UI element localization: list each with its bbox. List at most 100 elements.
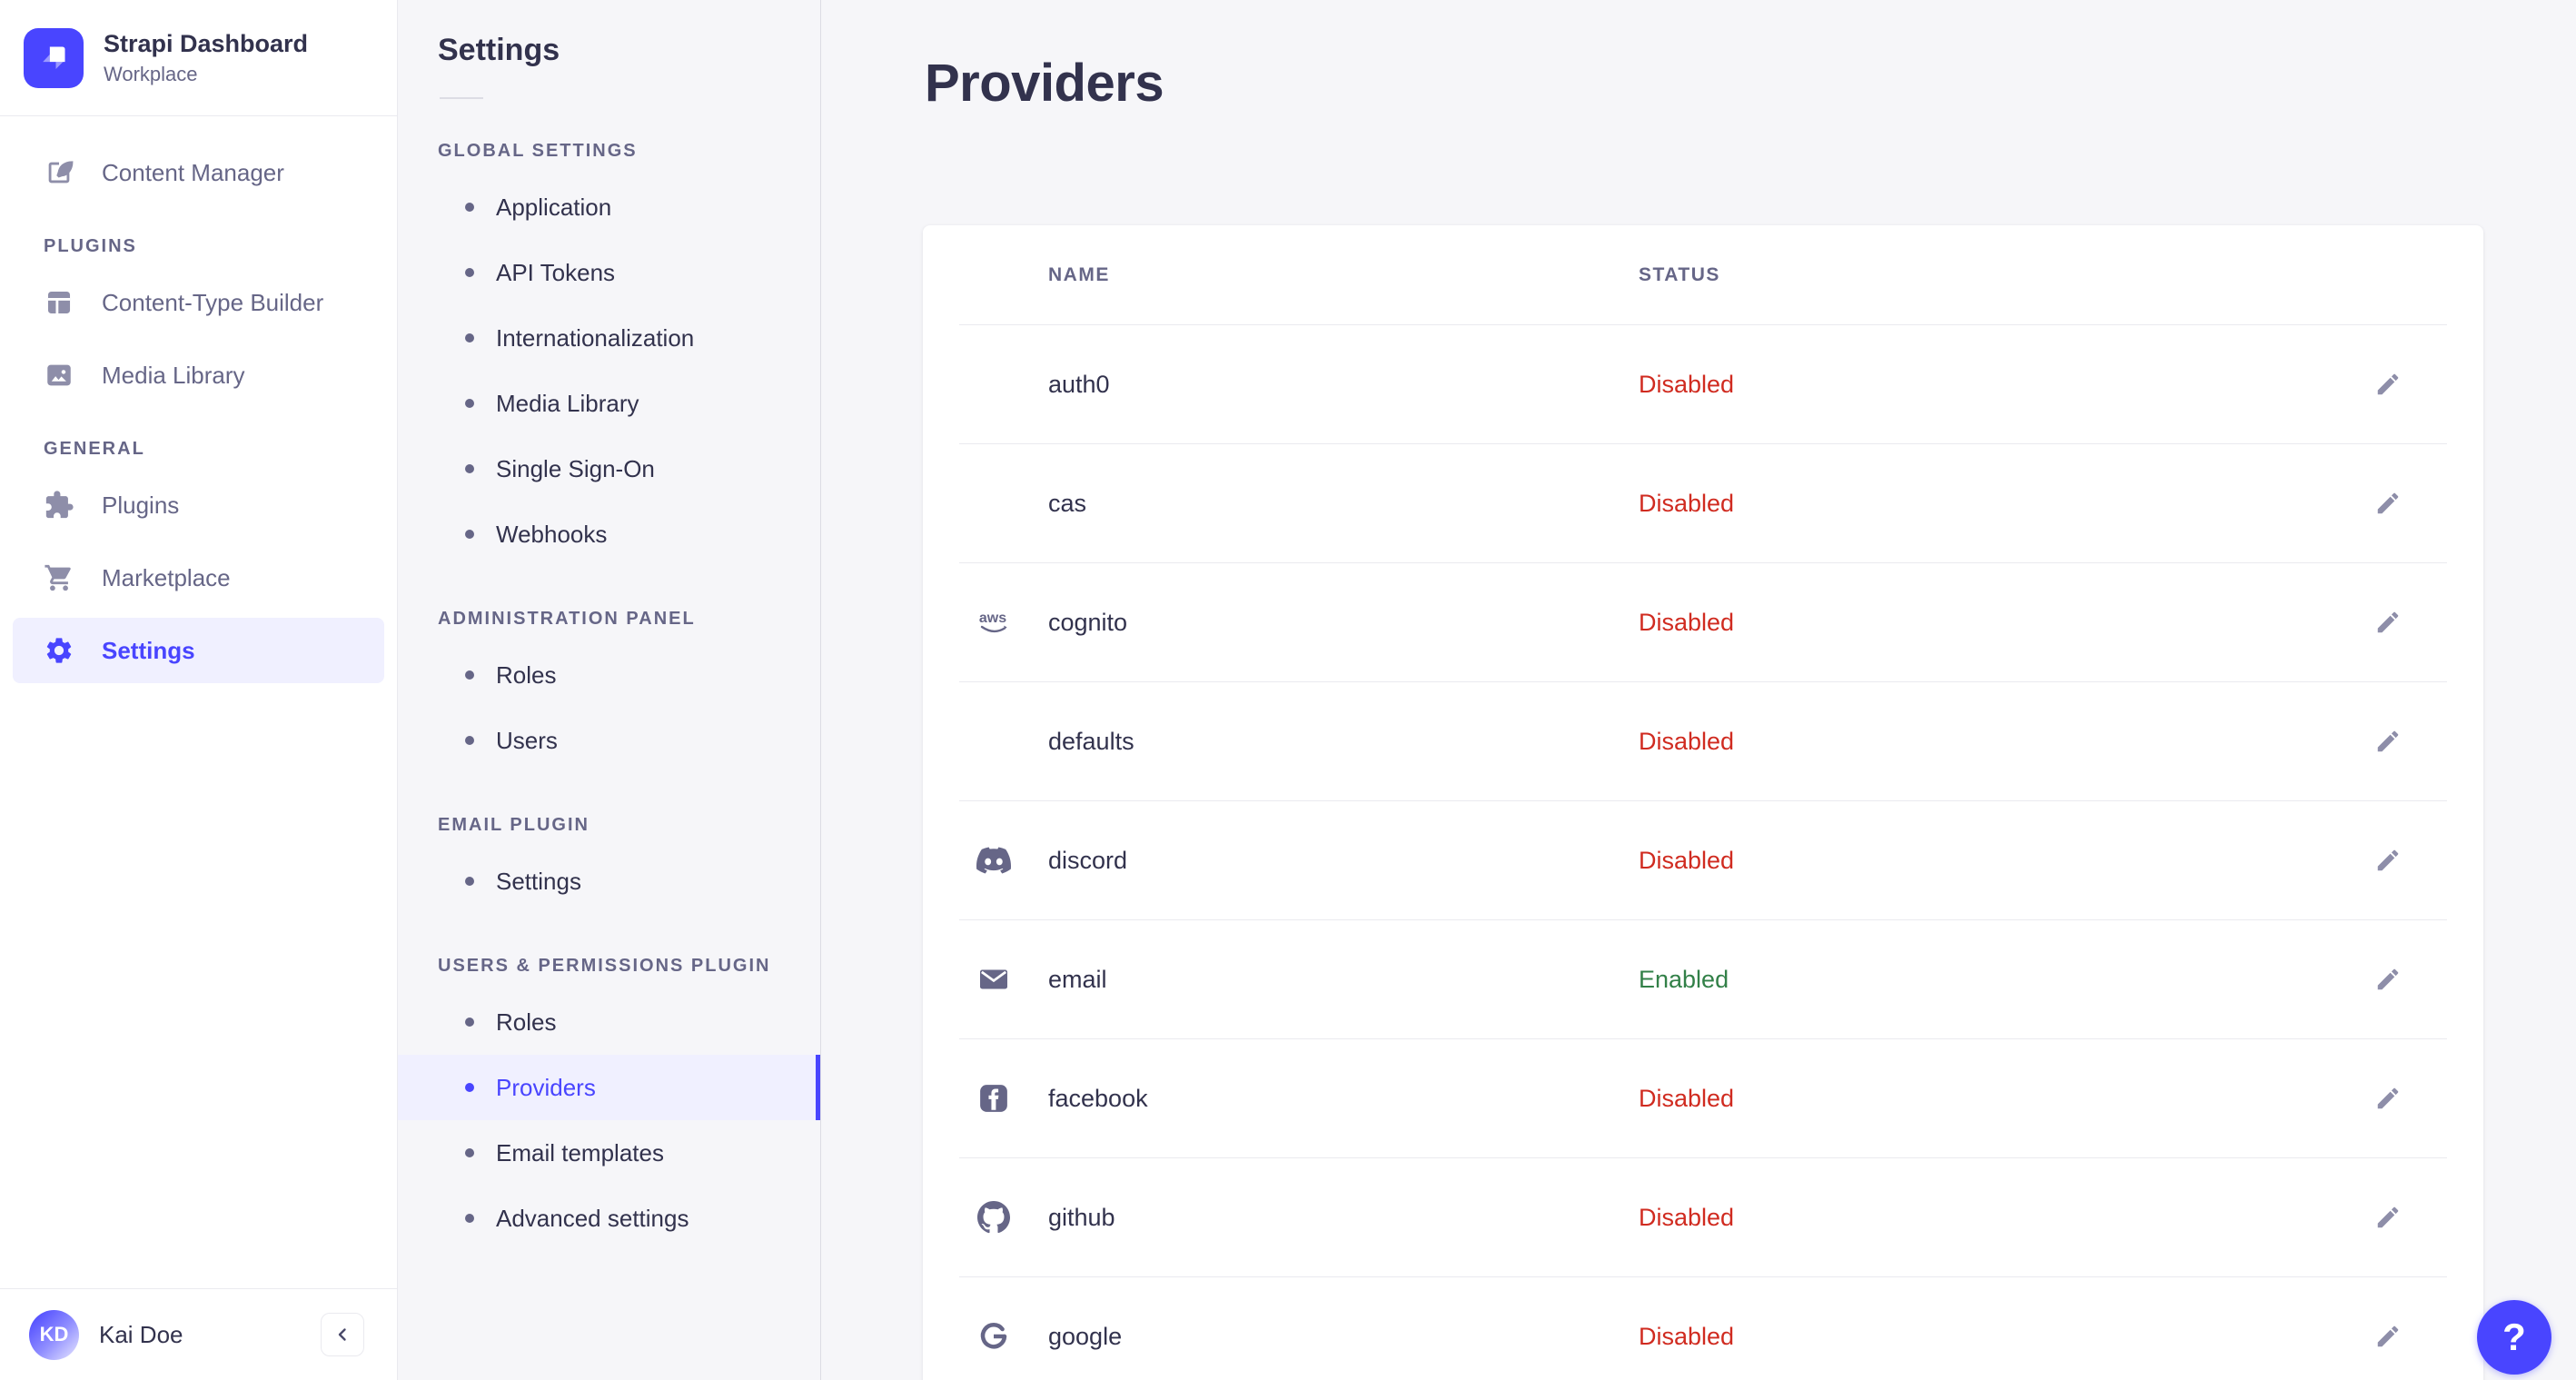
bullet-icon [465,1148,474,1157]
help-button[interactable]: ? [2477,1300,2551,1375]
provider-status: Enabled [1639,965,1729,993]
settings-subnav: Settings GLOBAL SETTINGS Application API… [398,0,821,1380]
bullet-icon [465,1214,474,1223]
provider-name: cognito [1048,608,1128,636]
provider-row-defaults[interactable]: defaults Disabled [923,682,2483,800]
settings-nav-item-label: Media Library [496,389,639,417]
bullet-icon [465,530,474,539]
edit-provider-button[interactable] [2367,482,2409,524]
sidebar-item-label: Plugins [102,491,180,519]
provider-name: auth0 [1048,370,1110,398]
bullet-icon [465,399,474,408]
provider-row-google[interactable]: google Disabled [923,1277,2483,1380]
bullet-icon [465,1018,474,1027]
provider-name: google [1048,1322,1123,1350]
pencil-icon [2377,849,2399,871]
settings-nav-item-label: Webhooks [496,520,608,548]
sidebar-item-settings[interactable]: Settings [13,618,384,683]
sidebar-item-marketplace[interactable]: Marketplace [13,545,384,611]
brand-text: Strapi Dashboard Workplace [104,29,308,87]
edit-provider-button[interactable] [2367,958,2409,1000]
row-divider [959,562,2447,563]
content-manager-icon [48,161,74,184]
settings-nav-item-label: Single Sign-On [496,454,655,482]
sidebar-item-label: Marketplace [102,563,231,591]
google-icon [976,1320,1012,1353]
page-title: Providers [925,54,1164,113]
row-divider [959,443,2447,444]
sidebar-item-label: Content-Type Builder [102,288,324,316]
edit-provider-button[interactable] [2367,1077,2409,1119]
brand-header: Strapi Dashboard Workplace [0,0,397,116]
settings-section-email-plugin: EMAIL PLUGIN [438,815,590,835]
settings-nav-item-up-roles[interactable]: Roles [398,989,820,1055]
pencil-icon [2377,611,2399,633]
row-divider [959,324,2447,325]
pencil-icon [2377,1325,2399,1347]
provider-row-facebook[interactable]: facebook Disabled [923,1039,2483,1157]
provider-row-cognito[interactable]: aws cognito Disabled [923,563,2483,681]
sidebar-section-general: GENERAL [44,439,145,459]
bullet-icon [465,1083,474,1092]
bullet-icon [465,670,474,680]
settings-nav-item-label: Internationalization [496,323,695,352]
aws-icon: aws [976,603,1012,641]
collapse-sidebar-button[interactable] [321,1313,364,1356]
settings-nav-item-email-templates[interactable]: Email templates [398,1120,820,1186]
title-rule [440,97,483,99]
media-library-icon [47,364,71,386]
provider-status: Disabled [1639,370,1735,398]
plugins-icon [45,491,74,519]
provider-row-github[interactable]: github Disabled [923,1158,2483,1276]
provider-row-cas[interactable]: cas Disabled [923,444,2483,562]
settings-nav-item-media-library[interactable]: Media Library [398,371,820,436]
pencil-icon [2377,1206,2399,1228]
row-divider [959,1038,2447,1039]
avatar[interactable]: KD [29,1309,79,1360]
bullet-icon [465,877,474,886]
facebook-icon [976,1083,1012,1114]
settings-nav-item-label: Email templates [496,1138,664,1167]
settings-nav-item-admin-users[interactable]: Users [398,708,820,773]
bullet-icon [465,203,474,212]
settings-nav-item-providers[interactable]: Providers [398,1055,820,1120]
sidebar-item-content-manager[interactable]: Content Manager [13,140,384,205]
edit-provider-button[interactable] [2367,363,2409,405]
row-divider [959,1157,2447,1158]
settings-nav-item-label: Advanced settings [496,1204,689,1232]
strapi-logo-icon [43,46,65,69]
provider-row-email[interactable]: email Enabled [923,920,2483,1038]
edit-provider-button[interactable] [2367,720,2409,762]
svg-text:aws: aws [979,611,1006,626]
provider-row-discord[interactable]: discord Disabled [923,801,2483,919]
marketplace-icon [45,564,71,591]
settings-nav-item-admin-roles[interactable]: Roles [398,642,820,708]
settings-nav-item-application[interactable]: Application [398,174,820,240]
pencil-icon [2377,968,2399,990]
provider-status: Disabled [1639,727,1735,755]
sidebar-nav: Content Manager PLUGINS Content-Type Bui… [0,116,397,690]
settings-nav-item-label: Providers [496,1073,596,1101]
row-divider [959,1276,2447,1277]
strapi-logo [24,27,84,88]
provider-name: github [1048,1203,1115,1231]
settings-nav-item-advanced-settings[interactable]: Advanced settings [398,1186,820,1251]
settings-nav-item-internationalization[interactable]: Internationalization [398,305,820,371]
edit-provider-button[interactable] [2367,1315,2409,1357]
column-header-status: STATUS [1639,263,1720,285]
sidebar-item-label: Media Library [102,361,245,389]
sidebar-item-media-library[interactable]: Media Library [13,343,384,408]
edit-provider-button[interactable] [2367,601,2409,643]
settings-nav-item-single-sign-on[interactable]: Single Sign-On [398,436,820,501]
provider-name: discord [1048,846,1128,874]
settings-nav-item-email-settings[interactable]: Settings [398,849,820,914]
edit-provider-button[interactable] [2367,1196,2409,1238]
sidebar-item-content-type-builder[interactable]: Content-Type Builder [13,270,384,335]
provider-status: Disabled [1639,608,1735,636]
sidebar-item-plugins[interactable]: Plugins [13,472,384,538]
edit-provider-button[interactable] [2367,839,2409,881]
settings-nav-item-api-tokens[interactable]: API Tokens [398,240,820,305]
settings-nav-item-webhooks[interactable]: Webhooks [398,501,820,567]
provider-row-auth0[interactable]: auth0 Disabled [923,325,2483,443]
main-content: Providers NAME STATUS auth0 Disabled cas… [821,0,2576,1380]
